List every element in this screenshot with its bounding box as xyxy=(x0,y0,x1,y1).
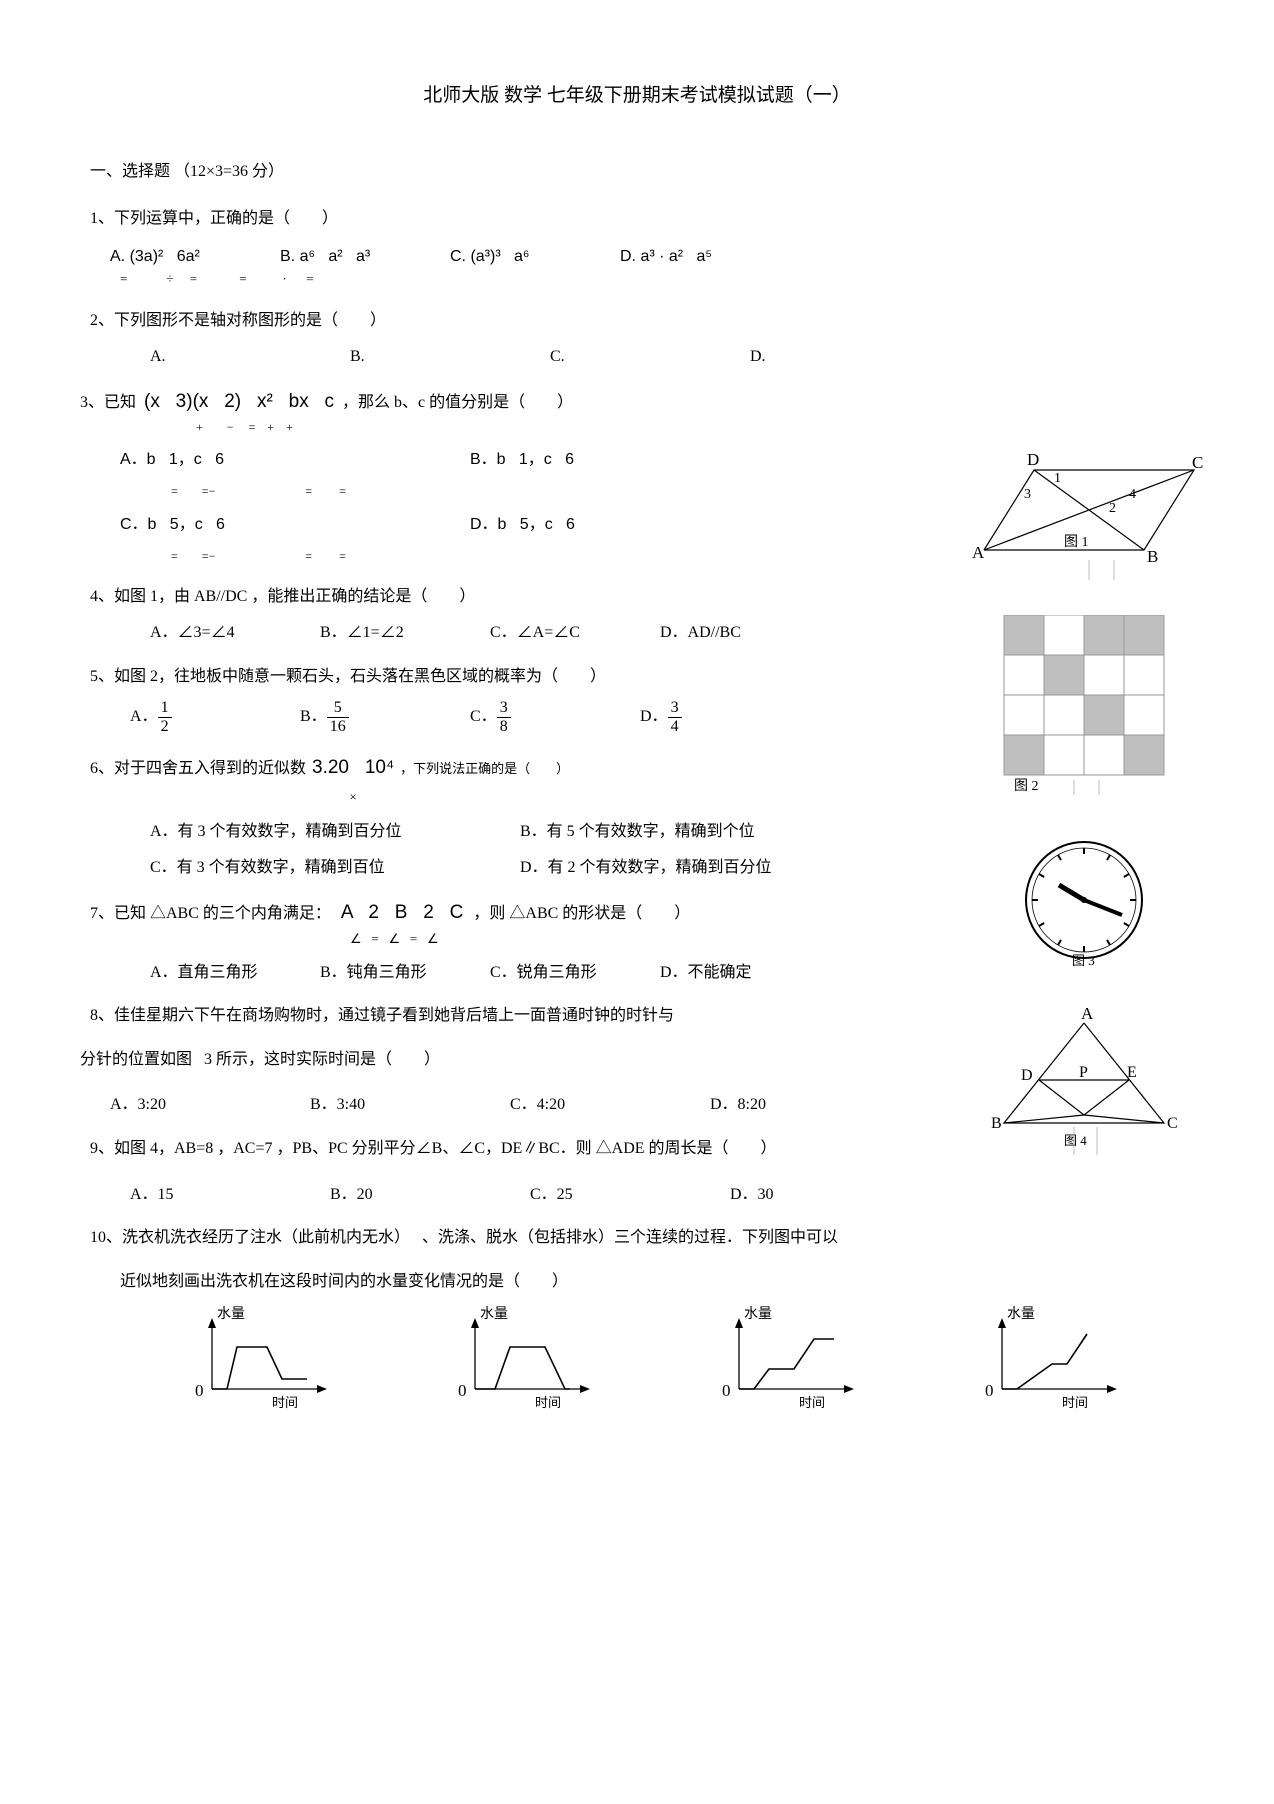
q7-expr: A 2 B 2 C xyxy=(341,898,464,928)
q9-A: A．15 xyxy=(130,1182,280,1208)
q8-A: A．3:20 xyxy=(110,1092,260,1118)
q8-D: D．8:20 xyxy=(710,1092,860,1118)
q1-B: B. a⁶ a² a³ xyxy=(280,244,400,270)
q5-B: B．516 xyxy=(300,699,420,735)
q5-A: A．12 xyxy=(130,699,250,735)
q7-post: ，则 △ABC 的形状是（ ） xyxy=(473,901,690,927)
q3-A: A．b 1，c 6 xyxy=(120,447,420,473)
svg-text:水量: 水量 xyxy=(480,1306,508,1322)
q1: 1、下列运算中，正确的是（ ） A. (3a)² 6a² B. a⁶ a² a³… xyxy=(90,206,1184,290)
q4-A: A．∠3=∠4 xyxy=(150,620,270,646)
q6-pre: 6、对于四舍五入得到的近似数 xyxy=(90,756,306,782)
svg-text:A: A xyxy=(972,543,985,562)
q5-C: C．38 xyxy=(470,699,590,735)
figure-1: D C A B 1 2 3 4 图 1 xyxy=(954,450,1214,585)
page-title: 北师大版 数学 七年级下册期末考试模拟试题（一） xyxy=(90,80,1184,107)
q8-B: B．3:40 xyxy=(310,1092,460,1118)
q2-D: D. xyxy=(750,344,900,370)
q5-D: D．34 xyxy=(640,699,760,735)
q10-graphs: 水量 0 时间 水量 0 时间 水量 xyxy=(130,1304,1184,1428)
q2-C: C. xyxy=(550,344,700,370)
q1-C: C. (a³)³ a⁶ xyxy=(450,244,570,270)
svg-text:图 3: 图 3 xyxy=(1072,953,1095,968)
svg-text:0: 0 xyxy=(985,1381,994,1400)
q4-C: C．∠A=∠C xyxy=(490,620,610,646)
svg-text:图 2: 图 2 xyxy=(1014,779,1039,794)
q1-stem: 1、下列运算中，正确的是（ ） xyxy=(90,206,1184,232)
svg-text:1: 1 xyxy=(1054,471,1061,486)
q4-B: B．∠1=∠2 xyxy=(320,620,440,646)
svg-text:2: 2 xyxy=(1109,501,1116,516)
figure-4: A D P E B C 图 4 xyxy=(954,1005,1214,1160)
q9-C: C．25 xyxy=(530,1182,680,1208)
svg-text:水量: 水量 xyxy=(217,1306,245,1322)
svg-text:时间: 时间 xyxy=(535,1395,561,1410)
figure-3: 图 3 xyxy=(954,830,1214,975)
svg-text:水量: 水量 xyxy=(1007,1306,1035,1322)
svg-text:C: C xyxy=(1167,1115,1178,1132)
q10-line2: 近似地刻画出洗衣机在这段时间内的水量变化情况的是（ ） xyxy=(120,1269,1184,1295)
q6-D: D．有 2 个有效数字，精确到百分位 xyxy=(520,855,772,881)
q9-B: B．20 xyxy=(330,1182,480,1208)
q7-B: B．钝角三角形 xyxy=(320,960,440,986)
svg-text:B: B xyxy=(1147,547,1158,566)
q7-A: A．直角三角形 xyxy=(150,960,270,986)
q10-line1: 10、洗衣机洗衣经历了注水（此前机内无水） 、洗涤、脱水（包括排水）三个连续的过… xyxy=(90,1225,1184,1251)
q7-pre: 7、已知 △ABC 的三个内角满足： xyxy=(90,901,331,927)
svg-text:B: B xyxy=(991,1115,1002,1132)
q6-B: B．有 5 个有效数字，精确到个位 xyxy=(520,819,755,845)
q3-post: ，那么 b、c 的值分别是（ ） xyxy=(342,390,573,416)
svg-text:时间: 时间 xyxy=(799,1395,825,1410)
q2-stem: 2、下列图形不是轴对称图形的是（ ） xyxy=(90,308,1184,334)
q8-C: C．4:20 xyxy=(510,1092,660,1118)
q6-A: A．有 3 个有效数字，精确到百分位 xyxy=(150,819,470,845)
q3-expr: (x 3)(x 2) x² bx c xyxy=(144,387,334,417)
q10: 10、洗衣机洗衣经历了注水（此前机内无水） 、洗涤、脱水（包括排水）三个连续的过… xyxy=(90,1225,1184,1428)
svg-text:图 1: 图 1 xyxy=(1064,535,1089,550)
q6-C: C．有 3 个有效数字，精确到百位 xyxy=(150,855,470,881)
q10-graph: 水量 0 时间 xyxy=(440,1304,610,1428)
q1-D: D. a³ · a² a⁵ xyxy=(620,244,740,270)
q3-C: C．b 5，c 6 xyxy=(120,512,420,538)
q3-pre: 3、已知 xyxy=(80,390,136,416)
q3-B: B．b 1，c 6 xyxy=(470,447,590,473)
svg-text:时间: 时间 xyxy=(272,1395,298,1410)
q2-A: A. xyxy=(150,344,300,370)
q3-ops1: + − = + + xyxy=(160,418,1184,437)
q6-post: ，下列说法正确的是（ ） xyxy=(400,759,569,780)
svg-text:0: 0 xyxy=(722,1381,731,1400)
q10-graph: 水量 0 时间 xyxy=(704,1304,874,1428)
svg-text:时间: 时间 xyxy=(1062,1395,1088,1410)
figure-2: 图 2 xyxy=(954,615,1214,800)
q6-mul: × xyxy=(349,789,356,804)
section-1-head: 一、选择题 （12×3=36 分） xyxy=(90,157,1184,181)
q7-D: D．不能确定 xyxy=(660,960,780,986)
q1-ops: = ÷ = = · = xyxy=(120,269,1184,290)
q10-graph: 水量 0 时间 xyxy=(177,1304,347,1428)
q3-D: D．b 5，c 6 xyxy=(470,512,590,538)
q2-B: B. xyxy=(350,344,500,370)
svg-text:D: D xyxy=(1027,450,1039,469)
q6-num: 3.20 10⁴ xyxy=(312,757,394,778)
q10-graph: 水量 0 时间 xyxy=(967,1304,1137,1428)
svg-text:水量: 水量 xyxy=(744,1306,772,1322)
svg-text:E: E xyxy=(1127,1064,1137,1081)
q9-D: D．30 xyxy=(730,1182,880,1208)
svg-text:0: 0 xyxy=(195,1381,204,1400)
svg-text:A: A xyxy=(1081,1005,1094,1023)
svg-text:3: 3 xyxy=(1024,487,1031,502)
svg-text:图 4: 图 4 xyxy=(1064,1133,1087,1148)
svg-text:0: 0 xyxy=(458,1381,467,1400)
svg-text:D: D xyxy=(1021,1067,1033,1084)
q7-C: C．锐角三角形 xyxy=(490,960,610,986)
q1-A: A. (3a)² 6a² xyxy=(110,244,230,270)
svg-text:P: P xyxy=(1079,1064,1088,1081)
q2: 2、下列图形不是轴对称图形的是（ ） A. B. C. D. xyxy=(90,308,1184,369)
q4-D: D．AD//BC xyxy=(660,620,780,646)
svg-text:C: C xyxy=(1192,453,1203,472)
svg-text:4: 4 xyxy=(1129,487,1136,502)
